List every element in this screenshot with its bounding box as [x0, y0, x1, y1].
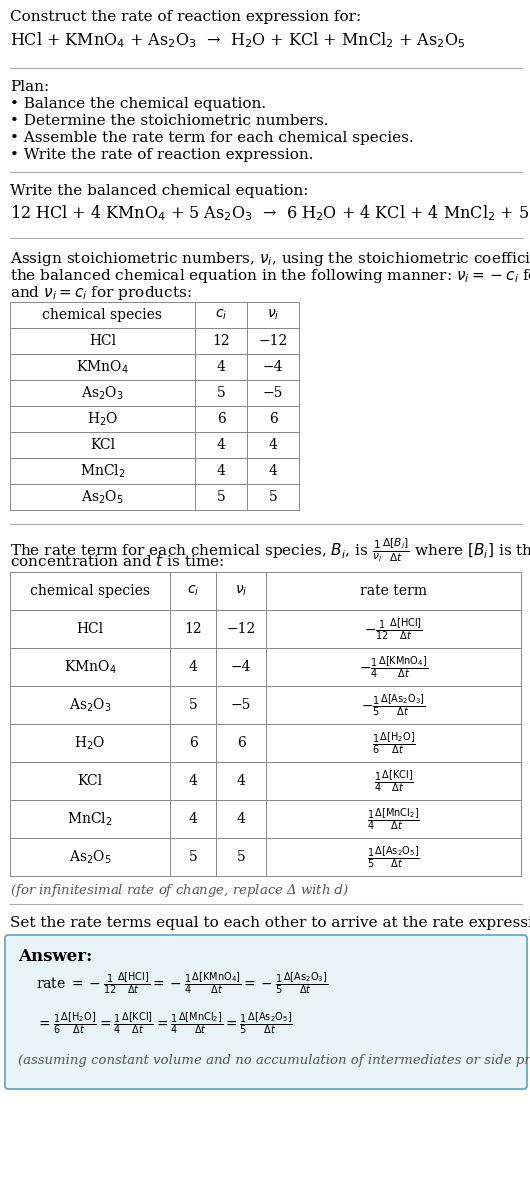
Text: Plan:: Plan: — [10, 79, 49, 94]
Text: 5: 5 — [189, 698, 197, 712]
Text: $-\frac{1}{4}\frac{\Delta[\mathrm{KMnO_4}]}{\Delta t}$: $-\frac{1}{4}\frac{\Delta[\mathrm{KMnO_4… — [359, 654, 428, 680]
Text: rate term: rate term — [360, 584, 427, 598]
Text: 5: 5 — [217, 490, 225, 504]
Text: 6: 6 — [217, 412, 225, 426]
Text: 4: 4 — [189, 774, 198, 787]
Text: −4: −4 — [263, 360, 283, 374]
Text: $\nu_i$: $\nu_i$ — [267, 308, 279, 323]
Text: Answer:: Answer: — [18, 948, 92, 964]
Text: the balanced chemical equation in the following manner: $\nu_i = -c_i$ for react: the balanced chemical equation in the fo… — [10, 267, 530, 285]
Text: $-\frac{1}{5}\frac{\Delta[\mathrm{As_2O_3}]}{\Delta t}$: $-\frac{1}{5}\frac{\Delta[\mathrm{As_2O_… — [361, 692, 426, 718]
Text: Set the rate terms equal to each other to arrive at the rate expression:: Set the rate terms equal to each other t… — [10, 916, 530, 929]
Text: The rate term for each chemical species, $B_i$, is $\frac{1}{\nu_i}\frac{\Delta[: The rate term for each chemical species,… — [10, 536, 530, 563]
Text: 4: 4 — [236, 774, 245, 787]
FancyBboxPatch shape — [5, 936, 527, 1088]
Text: 4: 4 — [189, 660, 198, 674]
Text: −4: −4 — [231, 660, 251, 674]
Text: $\frac{1}{4}\frac{\Delta[\mathrm{KCl}]}{\Delta t}$: $\frac{1}{4}\frac{\Delta[\mathrm{KCl}]}{… — [374, 768, 413, 793]
Text: $\nu_i$: $\nu_i$ — [235, 584, 247, 598]
Text: 5: 5 — [269, 490, 277, 504]
Text: HCl + KMnO$_4$ + As$_2$O$_3$  →  H$_2$O + KCl + MnCl$_2$ + As$_2$O$_5$: HCl + KMnO$_4$ + As$_2$O$_3$ → H$_2$O + … — [10, 30, 465, 49]
Text: As$_2$O$_5$: As$_2$O$_5$ — [68, 849, 111, 866]
Text: 6: 6 — [189, 736, 197, 750]
Text: • Determine the stoichiometric numbers.: • Determine the stoichiometric numbers. — [10, 114, 329, 128]
Text: KCl: KCl — [77, 774, 103, 787]
Text: • Assemble the rate term for each chemical species.: • Assemble the rate term for each chemic… — [10, 131, 413, 144]
Text: KMnO$_4$: KMnO$_4$ — [64, 659, 116, 675]
Text: $\frac{1}{4}\frac{\Delta[\mathrm{MnCl_2}]}{\Delta t}$: $\frac{1}{4}\frac{\Delta[\mathrm{MnCl_2}… — [367, 807, 420, 832]
Text: $\frac{1}{6}\frac{\Delta[\mathrm{H_2O}]}{\Delta t}$: $\frac{1}{6}\frac{\Delta[\mathrm{H_2O}]}… — [372, 730, 416, 756]
Text: 12: 12 — [212, 334, 230, 348]
Text: HCl: HCl — [89, 334, 116, 348]
Text: 6: 6 — [269, 412, 277, 426]
Text: 5: 5 — [236, 850, 245, 864]
Text: chemical species: chemical species — [42, 308, 163, 321]
Text: −12: −12 — [226, 622, 255, 636]
Text: HCl: HCl — [76, 622, 103, 636]
Text: $c_i$: $c_i$ — [187, 584, 199, 598]
Text: $= \frac{1}{6}\frac{\Delta[\mathrm{H_2O}]}{\Delta t} = \frac{1}{4}\frac{\Delta[\: $= \frac{1}{6}\frac{\Delta[\mathrm{H_2O}… — [36, 1010, 293, 1035]
Text: As$_2$O$_3$: As$_2$O$_3$ — [68, 696, 111, 714]
Text: chemical species: chemical species — [30, 584, 150, 598]
Text: As$_2$O$_5$: As$_2$O$_5$ — [81, 489, 124, 506]
Text: 5: 5 — [189, 850, 197, 864]
Text: 4: 4 — [217, 360, 225, 374]
Text: $\frac{1}{5}\frac{\Delta[\mathrm{As_2O_5}]}{\Delta t}$: $\frac{1}{5}\frac{\Delta[\mathrm{As_2O_5… — [367, 844, 420, 869]
Text: KMnO$_4$: KMnO$_4$ — [76, 359, 129, 376]
Text: Write the balanced chemical equation:: Write the balanced chemical equation: — [10, 184, 308, 197]
Text: $-\frac{1}{12}\frac{\Delta[\mathrm{HCl}]}{\Delta t}$: $-\frac{1}{12}\frac{\Delta[\mathrm{HCl}]… — [364, 616, 423, 642]
Text: MnCl$_2$: MnCl$_2$ — [67, 810, 113, 827]
Text: Construct the rate of reaction expression for:: Construct the rate of reaction expressio… — [10, 10, 361, 24]
Text: $c_i$: $c_i$ — [215, 308, 227, 323]
Text: −5: −5 — [263, 386, 283, 400]
Text: −5: −5 — [231, 698, 251, 712]
Text: 4: 4 — [236, 811, 245, 826]
Text: • Write the rate of reaction expression.: • Write the rate of reaction expression. — [10, 148, 314, 163]
Text: (assuming constant volume and no accumulation of intermediates or side products): (assuming constant volume and no accumul… — [18, 1054, 530, 1067]
Text: concentration and $t$ is time:: concentration and $t$ is time: — [10, 553, 224, 569]
Text: KCl: KCl — [90, 438, 115, 452]
Text: 12 HCl + 4 KMnO$_4$ + 5 As$_2$O$_3$  →  6 H$_2$O + 4 KCl + 4 MnCl$_2$ + 5 As$_2$: 12 HCl + 4 KMnO$_4$ + 5 As$_2$O$_3$ → 6 … — [10, 203, 530, 223]
Text: 4: 4 — [217, 464, 225, 478]
Text: 12: 12 — [184, 622, 202, 636]
Text: As$_2$O$_3$: As$_2$O$_3$ — [81, 384, 124, 402]
Text: H$_2$O: H$_2$O — [87, 411, 118, 427]
Text: 4: 4 — [189, 811, 198, 826]
Text: Assign stoichiometric numbers, $\nu_i$, using the stoichiometric coefficients, $: Assign stoichiometric numbers, $\nu_i$, … — [10, 250, 530, 268]
Text: 4: 4 — [217, 438, 225, 452]
Text: rate $= -\frac{1}{12}\frac{\Delta[\mathrm{HCl}]}{\Delta t} = -\frac{1}{4}\frac{\: rate $= -\frac{1}{12}\frac{\Delta[\mathr… — [36, 970, 328, 996]
Text: −12: −12 — [259, 334, 288, 348]
Text: • Balance the chemical equation.: • Balance the chemical equation. — [10, 98, 266, 111]
Text: 6: 6 — [236, 736, 245, 750]
Text: H$_2$O: H$_2$O — [74, 734, 105, 751]
Text: 5: 5 — [217, 386, 225, 400]
Text: 4: 4 — [269, 464, 277, 478]
Text: 4: 4 — [269, 438, 277, 452]
Text: and $\nu_i = c_i$ for products:: and $\nu_i = c_i$ for products: — [10, 284, 192, 302]
Text: (for infinitesimal rate of change, replace Δ with $d$): (for infinitesimal rate of change, repla… — [10, 883, 349, 899]
Text: MnCl$_2$: MnCl$_2$ — [80, 462, 125, 479]
